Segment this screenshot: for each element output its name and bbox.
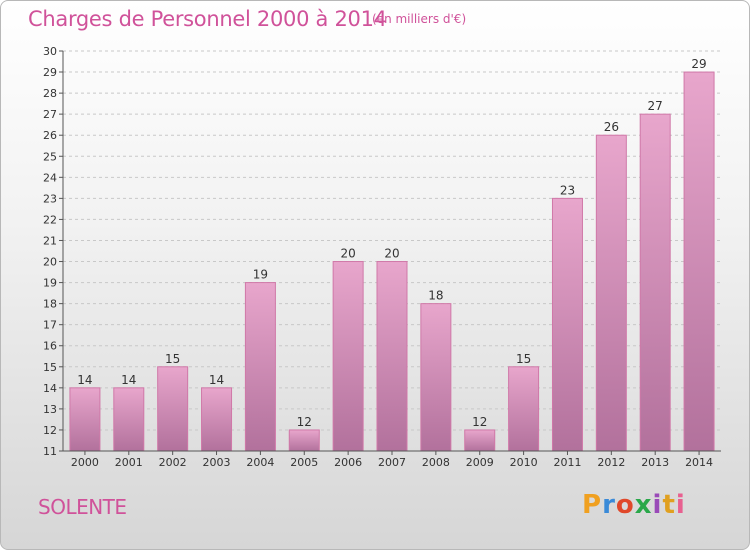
y-tick-label: 28 [43, 87, 57, 100]
bar [551, 197, 583, 452]
y-tick-label: 23 [43, 192, 57, 205]
x-tick-label: 2003 [203, 456, 231, 469]
logo-letter: i [675, 490, 686, 520]
bar-value-label: 29 [691, 57, 706, 71]
x-tick-label: 2008 [422, 456, 450, 469]
x-tick-label: 2011 [553, 456, 581, 469]
bar-value-label: 27 [648, 99, 663, 113]
y-tick-label: 19 [43, 277, 57, 290]
x-tick-label: 2005 [290, 456, 318, 469]
bar-value-label: 14 [209, 373, 224, 387]
x-tick-label: 2012 [597, 456, 625, 469]
logo-letter: i [652, 490, 663, 520]
y-tick-label: 24 [43, 171, 57, 184]
commune-name: SOLENTE [38, 495, 127, 519]
chart-title: Charges de Personnel 2000 à 2014 [28, 7, 387, 31]
bar [113, 387, 145, 452]
y-tick-label: 15 [43, 361, 57, 374]
bar [508, 366, 540, 452]
y-tick-label: 30 [43, 45, 57, 58]
bar [201, 387, 233, 452]
bar [69, 387, 101, 452]
x-tick-label: 2013 [641, 456, 669, 469]
logo-letter: x [634, 490, 653, 520]
y-tick-label: 14 [43, 382, 57, 395]
x-tick-label: 2001 [115, 456, 143, 469]
bar-value-label: 20 [340, 247, 355, 261]
bar-value-label: 23 [560, 183, 575, 197]
bar [595, 134, 627, 452]
y-tick-label: 12 [43, 424, 57, 437]
logo-letter: o [615, 490, 635, 520]
chart-subtitle: (en milliers d'€) [372, 12, 467, 26]
bar [244, 282, 276, 452]
y-tick-label: 16 [43, 340, 57, 353]
y-tick-label: 29 [43, 66, 57, 79]
x-tick-label: 2014 [685, 456, 713, 469]
y-tick-label: 18 [43, 298, 57, 311]
y-tick-label: 25 [43, 150, 57, 163]
y-tick-label: 26 [43, 129, 57, 142]
axes [59, 50, 721, 455]
x-tick-label: 2004 [246, 456, 274, 469]
labels: 11 12 13 14 15 16 17 18 19 20 21 22 23 24 25 26 27 28 29 30… [43, 45, 713, 469]
bar [420, 303, 452, 452]
bar-value-label: 19 [253, 268, 268, 282]
y-tick-label: 13 [43, 403, 57, 416]
x-tick-label: 2007 [378, 456, 406, 469]
bar-value-label: 26 [604, 120, 619, 134]
bar [464, 429, 496, 452]
x-tick-label: 2002 [159, 456, 187, 469]
y-tick-label: 20 [43, 256, 57, 269]
bar [157, 366, 189, 452]
bar-value-label: 14 [121, 373, 136, 387]
y-tick-label: 22 [43, 213, 57, 226]
bar-value-label: 20 [384, 247, 399, 261]
y-tick-label: 27 [43, 108, 57, 121]
x-tick-label: 2000 [71, 456, 99, 469]
bar [376, 261, 408, 452]
y-tick-label: 21 [43, 234, 57, 247]
bar-value-label: 15 [516, 352, 531, 366]
bar-value-label: 18 [428, 289, 443, 303]
y-tick-label: 17 [43, 319, 57, 332]
bar-value-label: 15 [165, 352, 180, 366]
bar [639, 113, 671, 452]
x-tick-label: 2009 [466, 456, 494, 469]
bar [683, 71, 715, 452]
bar-value-label: 12 [297, 415, 312, 429]
bars [69, 71, 715, 452]
bar [288, 429, 320, 452]
x-tick-label: 2010 [510, 456, 538, 469]
bar-value-label: 14 [77, 373, 92, 387]
y-tick-label: 11 [43, 445, 57, 458]
proxiti-logo[interactable]: Proxiti [582, 490, 686, 520]
bar [332, 261, 364, 452]
logo-letter: t [662, 490, 676, 520]
bar-value-label: 12 [472, 415, 487, 429]
logo-letter: r [602, 490, 616, 520]
logo-letter: P [582, 490, 603, 520]
x-tick-label: 2006 [334, 456, 362, 469]
